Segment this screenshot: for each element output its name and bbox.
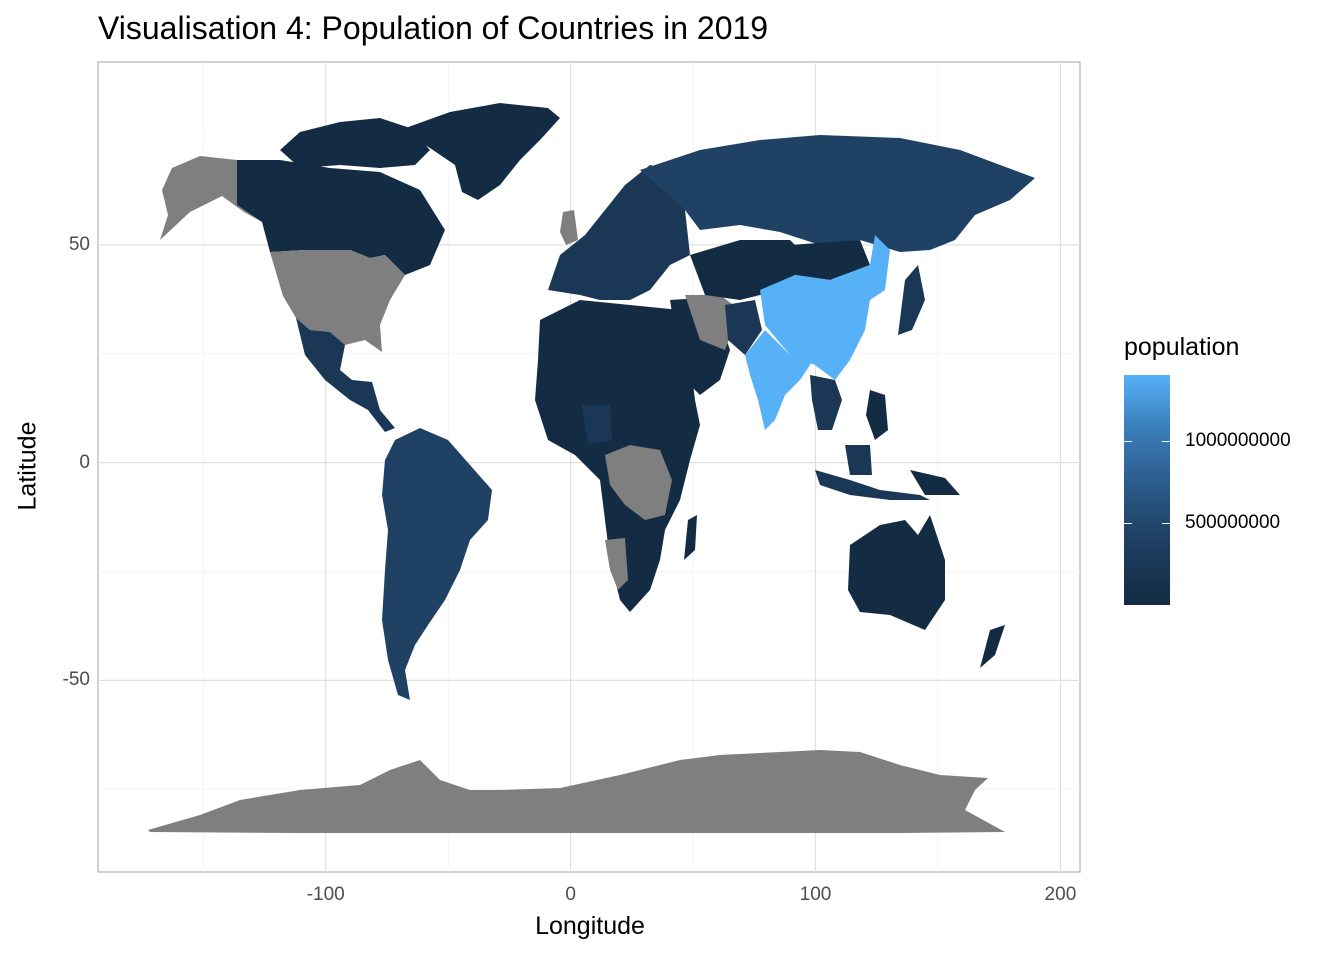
new-guinea-shape <box>910 470 960 495</box>
south-america-shape <box>382 428 492 700</box>
legend-label: 1000000000 <box>1185 429 1291 451</box>
y-tick-label: 0 <box>79 451 90 473</box>
canada-shape <box>237 160 445 275</box>
west-africa-block <box>582 405 612 445</box>
legend-tick <box>1124 522 1170 524</box>
x-tick-label: 200 <box>1044 884 1077 905</box>
x-tick-label: 0 <box>565 884 576 905</box>
y-tick-label: -50 <box>62 669 90 691</box>
pakistan-shape <box>725 300 762 355</box>
antarctica-shape <box>148 750 1005 833</box>
legend-title: population <box>1124 333 1240 361</box>
australia-shape <box>848 515 945 630</box>
arctic-islands-shape <box>280 118 430 168</box>
namibia-missing <box>605 538 628 590</box>
x-tick-label: -100 <box>306 884 345 905</box>
europe-shape <box>548 165 690 300</box>
japan-shape <box>898 265 925 335</box>
mexico-shape <box>296 318 395 432</box>
new-zealand-shape <box>980 625 1005 668</box>
country-polygons <box>148 103 1035 833</box>
legend-tick <box>1124 440 1170 442</box>
china-shape <box>760 235 890 380</box>
x-axis-title: Longitude <box>535 912 645 940</box>
madagascar-shape <box>684 515 697 560</box>
alaska-shape <box>160 156 262 240</box>
legend-label: 500000000 <box>1185 511 1281 533</box>
mongolia-shape <box>790 240 870 280</box>
y-tick-label: 50 <box>68 233 90 255</box>
legend-colorbar <box>1124 375 1170 605</box>
central-africa-missing <box>605 445 672 520</box>
greenland-shape <box>400 103 560 200</box>
russia-shape <box>640 135 1035 252</box>
borneo-shape <box>845 445 872 475</box>
uk-shape <box>560 210 578 245</box>
philippines-shape <box>866 390 888 440</box>
y-axis-title: Latitude <box>13 421 42 511</box>
southeast-asia-shape <box>810 375 842 430</box>
usa-shape <box>270 250 405 352</box>
x-tick-label: 100 <box>799 884 832 905</box>
indonesia-shape <box>815 470 950 510</box>
chart-title: Visualisation 4: Population of Countries… <box>98 10 769 46</box>
india-shape <box>745 330 812 430</box>
